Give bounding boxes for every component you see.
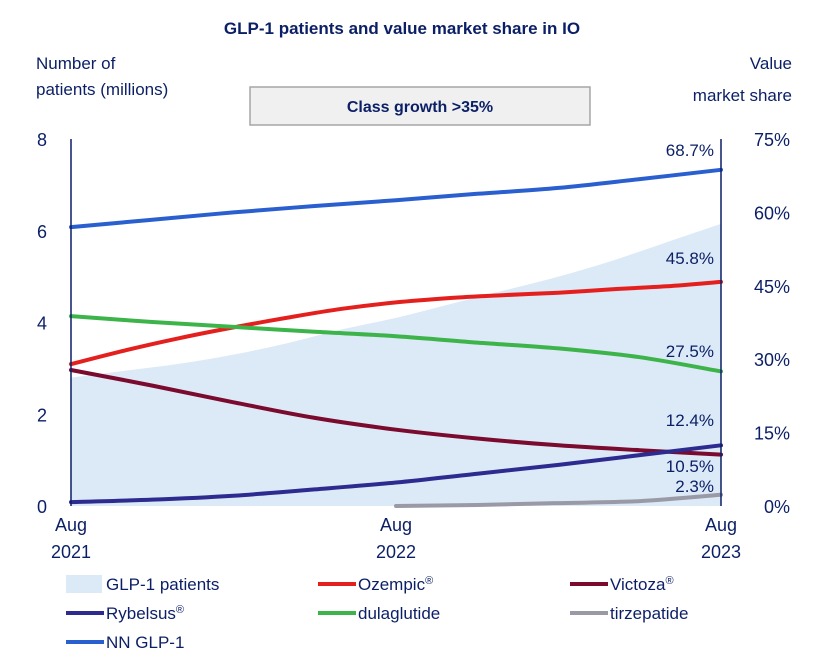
series-line-dulaglutide (69, 314, 723, 374)
left-tick-label: 6 (37, 222, 47, 242)
end-label-nn-glp-1: 68.7% (666, 141, 714, 160)
right-tick-label: 75% (754, 130, 790, 150)
series-line-victoza (69, 368, 723, 457)
legend-item-nn-glp-1: NN GLP-1 (66, 633, 184, 652)
x-tick-label-year: 2022 (376, 542, 416, 562)
axes: 0 2 4 6 8 0% 15% 30% 45% 60% 75% Aug 2021 Aug 2022 Aug 2… (37, 130, 790, 562)
end-label-rybelsus: 12.4% (666, 411, 714, 430)
right-tick-label: 45% (754, 277, 790, 297)
legend-item-victoza: Victoza® (570, 575, 674, 594)
plot-area: 68.7% 45.8% 27.5% 10.5% 12.4% 2.3% (69, 141, 723, 508)
x-tick-label-year: 2021 (51, 542, 91, 562)
legend-label: dulaglutide (358, 604, 440, 623)
callout-text: Class growth >35% (347, 99, 493, 116)
end-label-tirzepatide: 2.3% (675, 477, 714, 496)
right-axis-label-line2: market share (693, 86, 792, 105)
legend: GLP-1 patients Ozempic® Victoza® Rybelsus® d… (66, 575, 688, 652)
right-tick-label: 15% (754, 424, 790, 444)
series-line-rybelsus (69, 443, 723, 505)
left-axis-label-line1: Number of (36, 54, 116, 73)
legend-label: Ozempic® (358, 575, 433, 594)
end-label-dulaglutide: 27.5% (666, 342, 714, 361)
legend-label: NN GLP-1 (106, 633, 184, 652)
legend-label: GLP-1 patients (106, 575, 219, 594)
legend-swatch (66, 575, 102, 593)
callout-box (249, 86, 591, 126)
legend-item-dulaglutide: dulaglutide (318, 604, 440, 623)
x-tick-label-month: Aug (55, 515, 87, 535)
right-tick-label: 30% (754, 350, 790, 370)
legend-item-tirzepatide: tirzepatide (570, 604, 688, 623)
series-line-ozempic (69, 279, 723, 367)
right-tick-label: 0% (764, 497, 790, 517)
left-tick-label: 0 (37, 497, 47, 517)
series-line-tirzepatide (394, 492, 723, 508)
end-label-victoza: 10.5% (666, 457, 714, 476)
legend-item-ozempic: Ozempic® (318, 575, 433, 594)
legend-item-glp-1-patients: GLP-1 patients (66, 575, 219, 594)
left-tick-label: 4 (37, 314, 47, 334)
legend-label: Victoza® (610, 575, 674, 594)
series-line-nn-glp-1 (69, 167, 723, 230)
area-glp-1-patients (71, 223, 721, 506)
x-tick-label-month: Aug (380, 515, 412, 535)
class-growth-callout: Class growth >35% (249, 86, 591, 126)
right-axis-label-line1: Value (750, 54, 792, 73)
left-tick-label: 2 (37, 405, 47, 425)
end-label-ozempic: 45.8% (666, 249, 714, 268)
left-axis-label-line2: patients (millions) (36, 80, 168, 99)
x-tick-label-month: Aug (705, 515, 737, 535)
left-tick-label: 8 (37, 130, 47, 150)
right-tick-label: 60% (754, 203, 790, 223)
legend-item-rybelsus: Rybelsus® (66, 604, 184, 623)
legend-label: tirzepatide (610, 604, 688, 623)
legend-label: Rybelsus® (106, 604, 184, 623)
chart-title: GLP-1 patients and value market share in… (224, 19, 580, 38)
x-tick-label-year: 2023 (701, 542, 741, 562)
